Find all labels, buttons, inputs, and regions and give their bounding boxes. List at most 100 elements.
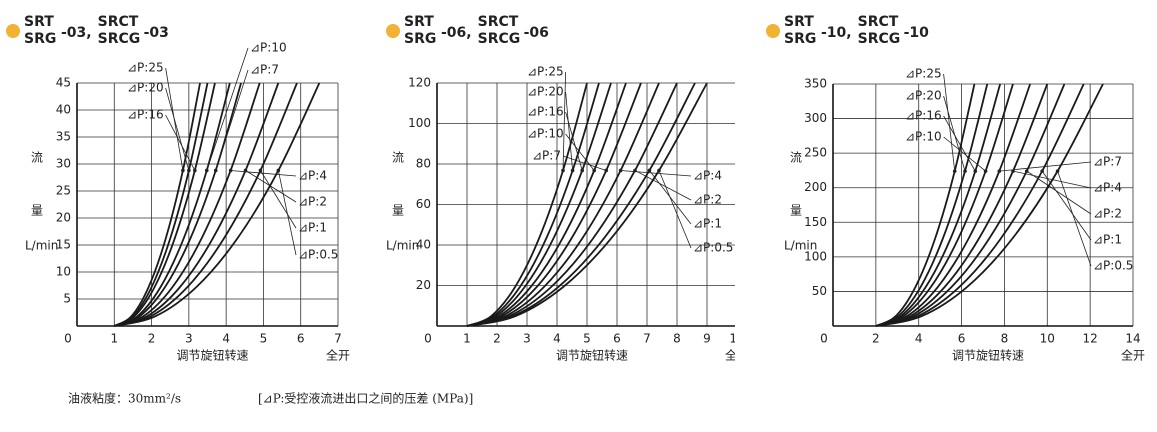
leader-tip xyxy=(952,169,957,173)
leader-tip xyxy=(204,168,209,173)
x-tick-label: 3 xyxy=(523,332,531,346)
leader-tip xyxy=(1055,169,1060,173)
x-tick-label: 12 xyxy=(1083,332,1098,346)
leader-tip xyxy=(983,169,988,173)
curve-label: ⊿P:1 xyxy=(298,221,327,235)
leader-tip xyxy=(973,169,978,173)
x-tick-label: 1 xyxy=(463,332,471,346)
leader-line xyxy=(562,155,607,171)
leader-tip xyxy=(647,168,652,173)
flow-curve xyxy=(875,83,1014,327)
flow-curve xyxy=(466,82,627,327)
title-model2-bottom: SRCG xyxy=(478,31,521,47)
title-model1-top: SRT xyxy=(404,14,434,30)
leader-tip xyxy=(1040,169,1044,173)
leader-tip xyxy=(213,168,218,173)
leader-tip xyxy=(657,168,661,173)
y-tick-label: 35 xyxy=(56,130,71,144)
title-suffix2: -06 xyxy=(524,25,549,41)
title-model1-bottom: SRG xyxy=(24,31,56,47)
x-tick-label: 2 xyxy=(493,332,501,346)
curve-label: ⊿P:7 xyxy=(250,63,279,77)
curve-label: ⊿P:0.5 xyxy=(693,241,733,255)
flow-curve xyxy=(114,82,280,327)
curve-label: ⊿P:16 xyxy=(527,105,564,119)
x-tick-label: 0 xyxy=(820,332,828,346)
leader-tip xyxy=(633,168,637,173)
x-tick-label: 5 xyxy=(260,332,268,346)
y-tick-label: 300 xyxy=(804,111,827,125)
x-tick-label: 4 xyxy=(553,332,561,346)
x-tick-label: 7 xyxy=(334,332,342,346)
flow-curve xyxy=(875,83,1031,327)
leader-line xyxy=(1026,170,1092,215)
curve-label: ⊿P:0.5 xyxy=(298,248,338,262)
curve-label: ⊿P:20 xyxy=(905,89,942,103)
leader-line xyxy=(215,69,249,171)
y-axis-label: 量 xyxy=(392,204,404,218)
x-tick-label: 8 xyxy=(673,332,681,346)
flow-curve xyxy=(875,83,1002,327)
title-model2-top: SRCT xyxy=(478,14,519,30)
y-tick-label: 30 xyxy=(56,157,71,171)
title-model1-top: SRT xyxy=(24,14,54,30)
leader-line xyxy=(230,170,297,177)
y-tick-label: 80 xyxy=(416,157,431,171)
leader-line xyxy=(943,115,976,172)
y-axis-label: L/min xyxy=(25,239,58,253)
curve-label: ⊿P:1 xyxy=(693,217,722,231)
y-tick-label: 200 xyxy=(804,180,827,194)
leader-line xyxy=(1057,170,1092,267)
leader-tip xyxy=(592,168,596,173)
x-tick-label: 6 xyxy=(297,332,305,346)
flow-curve xyxy=(114,82,298,327)
flow-curve xyxy=(466,82,588,327)
curve-label: ⊿P:20 xyxy=(527,85,564,99)
y-tick-label: 100 xyxy=(408,116,431,130)
x-tick-label: 9 xyxy=(703,332,711,346)
leader-line xyxy=(943,95,966,172)
y-tick-label: 150 xyxy=(804,215,827,229)
y-tick-label: 40 xyxy=(56,103,71,117)
flow-curve xyxy=(466,82,678,327)
leader-tip xyxy=(181,168,185,173)
leader-tip xyxy=(276,168,281,173)
flow-curve xyxy=(113,82,201,327)
title-dot xyxy=(386,24,400,38)
leader-line xyxy=(206,47,249,171)
y-tick-label: 40 xyxy=(416,238,431,252)
curve-label: ⊿P:7 xyxy=(532,149,561,163)
flow-curve xyxy=(113,82,216,327)
x-tick-label: 1 xyxy=(110,332,118,346)
curve-label: ⊿P:10 xyxy=(905,130,942,144)
x-tick-label: 8 xyxy=(1001,332,1009,346)
y-axis-label: 流 xyxy=(31,151,43,165)
y-tick-label: 120 xyxy=(408,76,431,90)
leader-tip xyxy=(193,168,197,173)
curve-label: ⊿P:10 xyxy=(527,127,564,141)
y-tick-label: 250 xyxy=(804,146,827,160)
y-axis-label: L/min xyxy=(784,239,817,253)
y-axis-label: 流 xyxy=(790,151,802,165)
y-tick-label: 25 xyxy=(56,184,71,198)
flow-curve xyxy=(114,82,321,327)
flow-curve xyxy=(875,83,1104,327)
leader-line xyxy=(943,73,956,172)
x-tick-label: 4 xyxy=(222,332,230,346)
flow-curve xyxy=(466,82,642,327)
leader-tip xyxy=(258,168,263,173)
curve-label: ⊿P:2 xyxy=(298,195,327,209)
y-axis-label: 量 xyxy=(790,204,802,218)
flow-curve xyxy=(466,82,708,327)
curve-label: ⊿P:25 xyxy=(905,67,942,81)
title-suffix2: -10 xyxy=(904,25,930,41)
flow-curve xyxy=(113,82,231,327)
leader-line xyxy=(260,170,297,229)
x-tick-label: 10 xyxy=(1040,332,1055,346)
curve-label: ⊿P:0.5 xyxy=(1093,259,1133,273)
leader-line xyxy=(165,114,196,171)
